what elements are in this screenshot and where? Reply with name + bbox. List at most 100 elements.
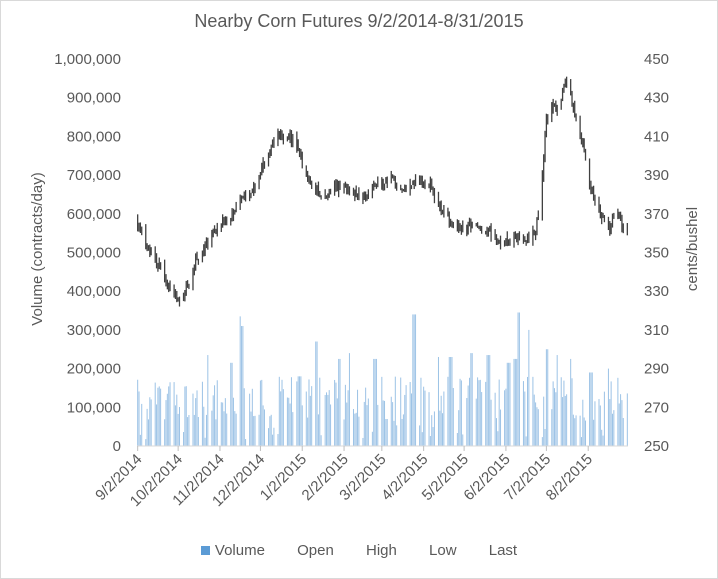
legend-item-open: Open (297, 542, 334, 559)
chart-title: Nearby Corn Futures 9/2/2014-8/31/2015 (194, 11, 523, 31)
left-tick-label: 100,000 (67, 399, 121, 416)
volume-bar (259, 380, 261, 446)
volume-bar (468, 377, 471, 446)
volume-bar (317, 414, 319, 446)
volume-bar (509, 362, 511, 446)
volume-bar (603, 391, 605, 446)
volume-bar (205, 414, 207, 446)
volume-bar (308, 379, 310, 446)
volume-bar (354, 413, 356, 446)
volume-bar (610, 381, 612, 446)
volume-bar (215, 419, 217, 446)
legend-item-last: Last (489, 542, 517, 559)
volume-bar (299, 376, 301, 446)
volume-bar (524, 391, 526, 446)
volume-bar (451, 356, 453, 446)
volume-bar (571, 378, 573, 446)
volume-bar (552, 381, 554, 446)
volume-bar (282, 389, 284, 446)
volume-bar (439, 410, 441, 446)
volume-bar (220, 402, 222, 446)
volume-bar (564, 395, 566, 446)
volume-bar (448, 356, 450, 446)
left-tick-label: 700,000 (67, 167, 121, 184)
legend-item-high: High (366, 542, 397, 559)
volume-bar (165, 400, 167, 446)
volume-bar (201, 381, 203, 446)
y-axis-label-right: cents/bushel (684, 207, 701, 291)
volume-bar (462, 434, 464, 446)
volume-bar (335, 382, 337, 446)
volume-bar (355, 412, 357, 446)
volume-bar (585, 420, 587, 446)
volume-bar (278, 376, 280, 446)
volume-bar (164, 419, 166, 446)
volume-bar (241, 326, 243, 446)
volume-bar (626, 393, 628, 446)
volume-bar (235, 413, 237, 446)
volume-bar (566, 394, 568, 446)
volume-bar (334, 379, 336, 446)
left-tick-label: 500,000 (67, 245, 121, 262)
left-tick-label: 900,000 (67, 90, 121, 107)
volume-bar (286, 397, 288, 446)
volume-bar (541, 437, 543, 446)
volume-bar (300, 376, 302, 446)
volume-bar (216, 380, 218, 446)
volume-bar (593, 419, 595, 446)
volume-bar (543, 396, 545, 446)
volume-bar (580, 437, 582, 446)
volume-bar (156, 404, 158, 446)
volume-bar (570, 358, 572, 446)
volume-bar (532, 376, 534, 446)
y-axis-label-left: Volume (contracts/day) (29, 172, 46, 325)
volume-bar (346, 402, 348, 446)
volume-bar (456, 432, 458, 446)
volume-bar (185, 386, 187, 446)
volume-bar (211, 410, 213, 446)
volume-bar (537, 409, 539, 446)
volume-bar (239, 316, 241, 446)
volume-bar (607, 368, 609, 446)
volume-bar (230, 362, 232, 446)
volume-bar (478, 380, 480, 446)
volume-bar (447, 376, 449, 446)
volume-bar (382, 400, 384, 446)
volume-bar (471, 353, 473, 446)
volume-bar (617, 377, 619, 446)
x-tick-label: 8/2/2015 (543, 451, 596, 504)
volume-bar (187, 417, 189, 446)
volume-bar (396, 425, 398, 446)
volume-bar (173, 382, 175, 446)
legend-label-volume: Volume (214, 542, 265, 559)
volume-bar (263, 409, 265, 446)
volume-bar (487, 355, 489, 446)
volume-bar (536, 407, 538, 446)
volume-bar (479, 379, 481, 446)
volume-bar (157, 387, 159, 446)
volume-bar (196, 390, 198, 446)
volume-bar (214, 385, 216, 446)
volume-bar (326, 392, 328, 446)
volume-bar (261, 379, 263, 446)
volume-bar (254, 415, 256, 446)
volume-bar (150, 399, 152, 446)
volume-bar (601, 429, 603, 446)
volume-bar (269, 416, 271, 446)
volume-bar (362, 437, 364, 446)
volume-bars (137, 312, 628, 446)
right-tick-label: 430 (644, 90, 669, 107)
volume-bar (307, 417, 309, 446)
volume-bar (377, 404, 379, 446)
volume-bar (494, 392, 496, 446)
volume-bar (443, 391, 445, 446)
right-tick-label: 330 (644, 283, 669, 300)
volume-bar (223, 411, 225, 446)
legend-item-low: Low (429, 542, 457, 559)
volume-bar (292, 412, 294, 446)
volume-bar (280, 391, 282, 446)
volume-bar (358, 416, 360, 446)
volume-bar (489, 355, 491, 446)
volume-bar (424, 390, 426, 446)
